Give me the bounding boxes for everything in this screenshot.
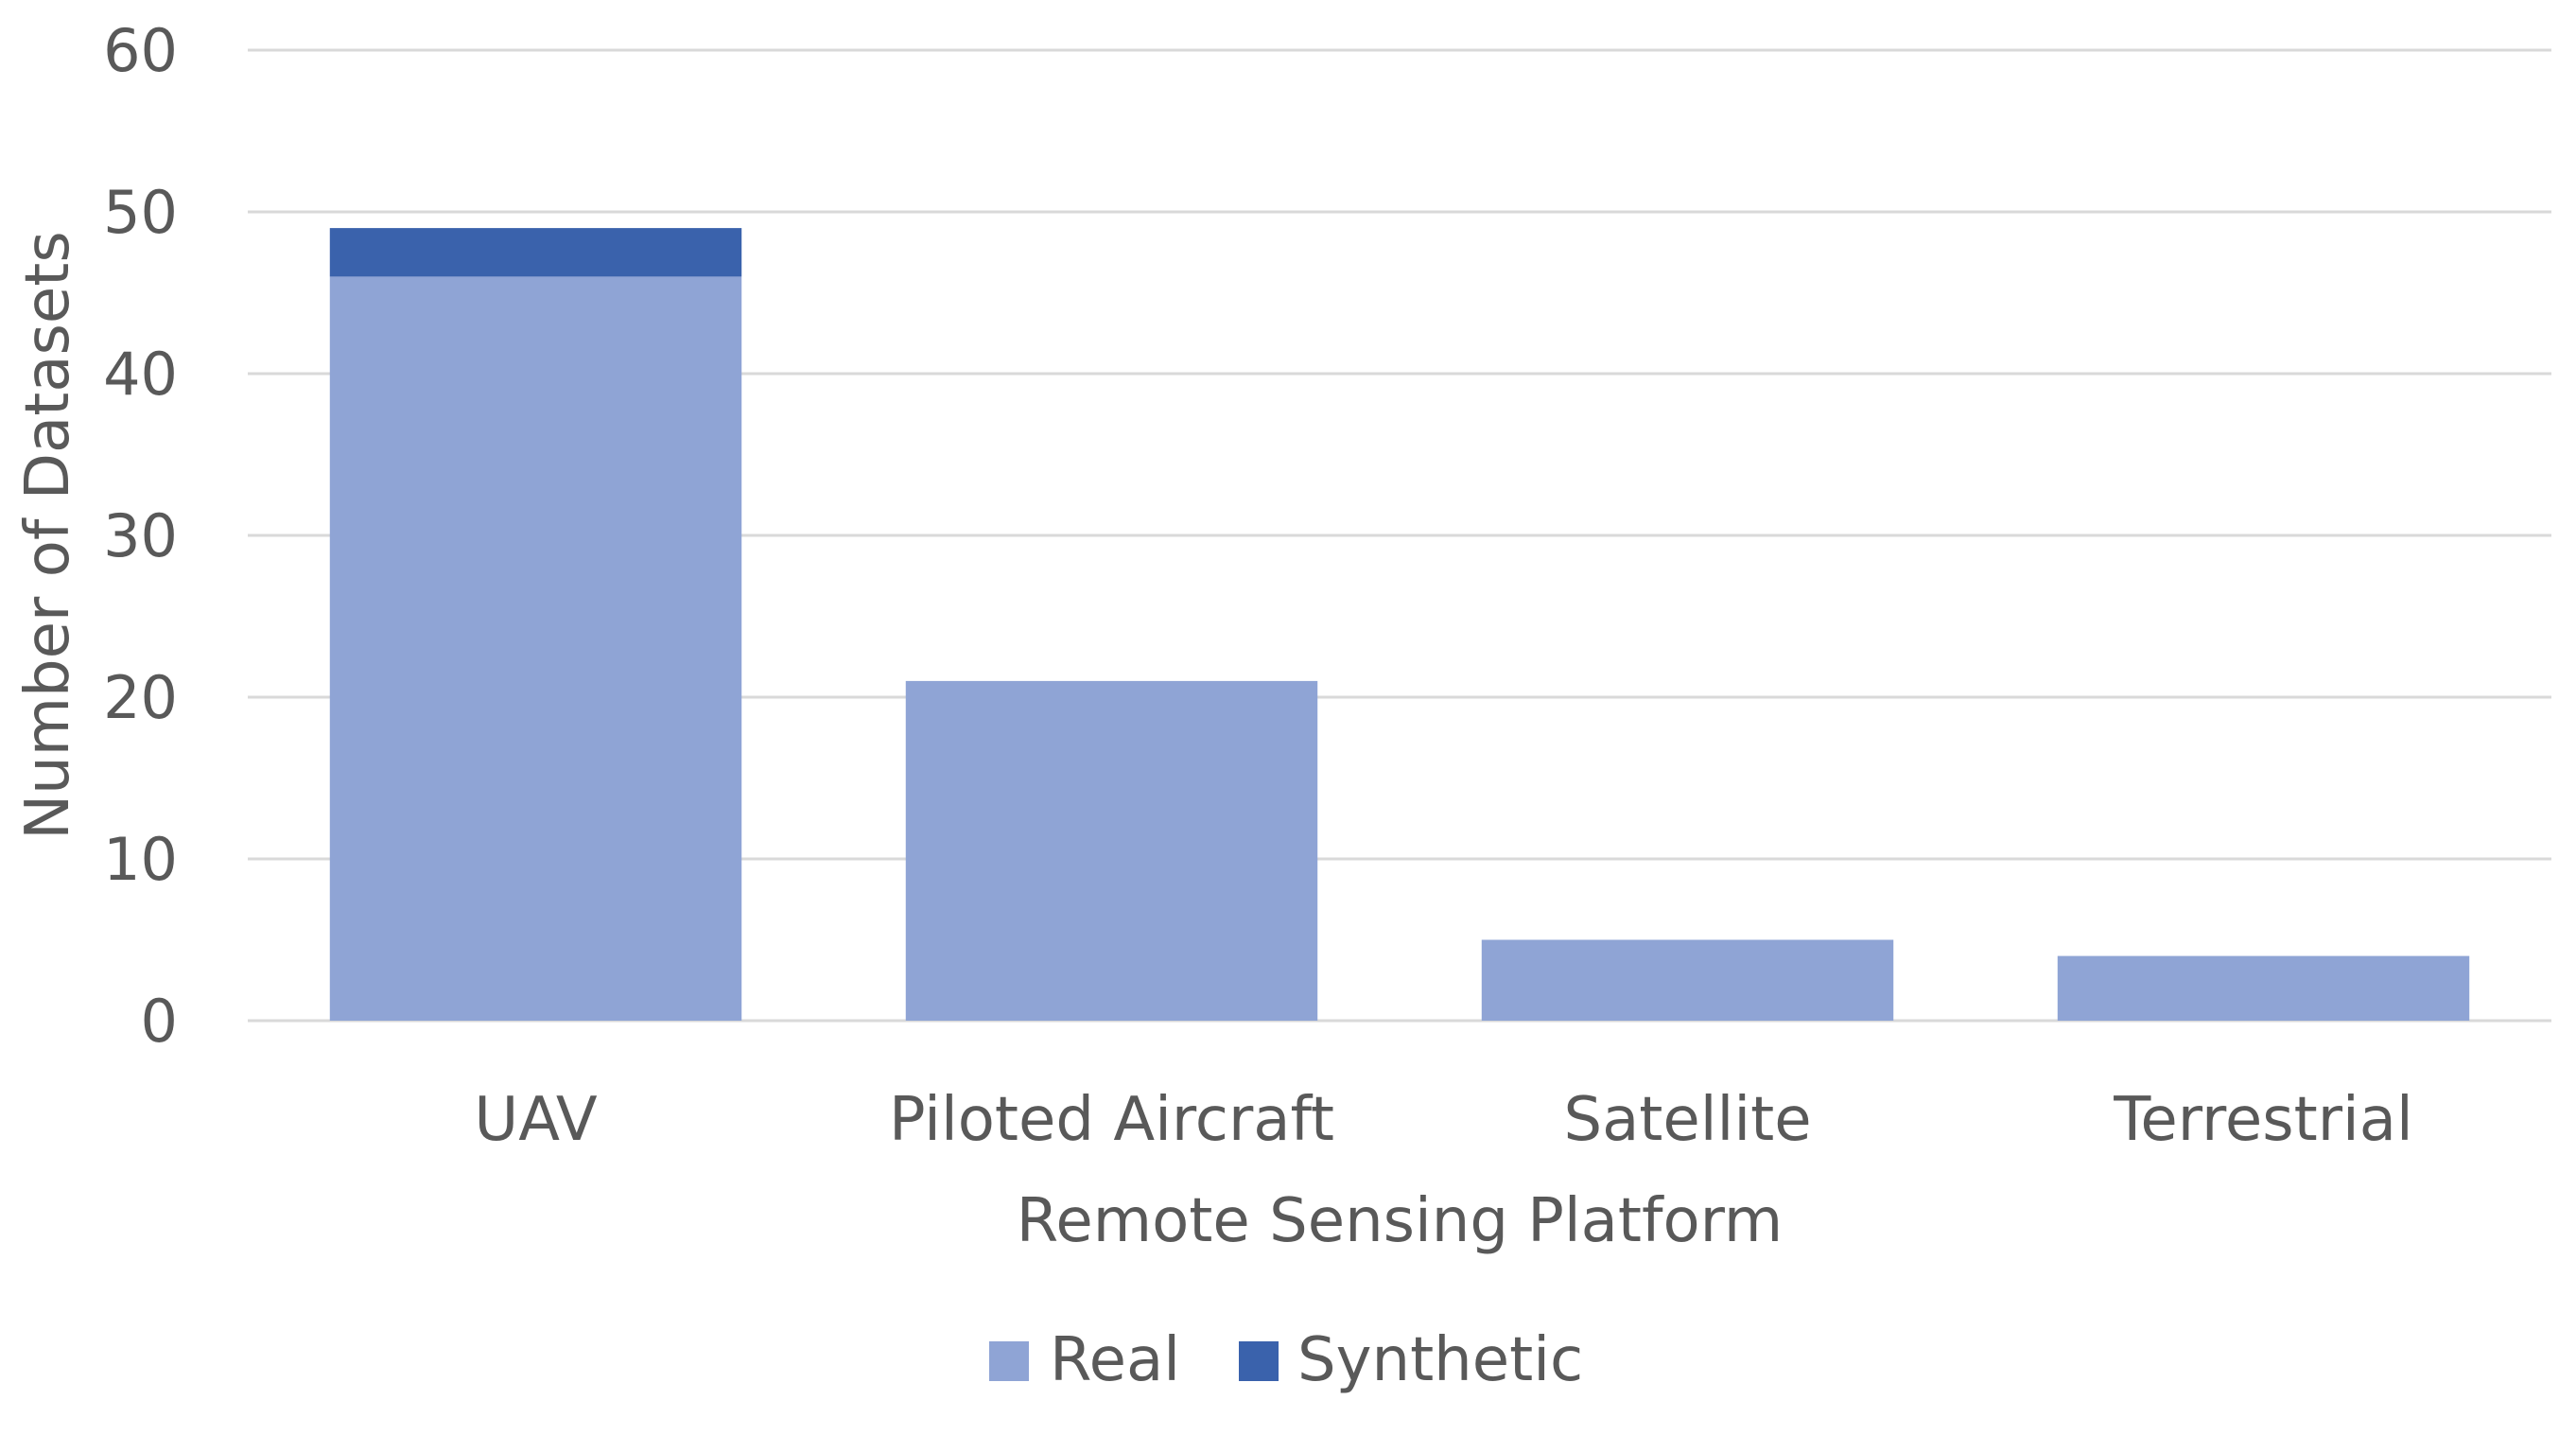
x-category-label-uav: UAV <box>474 1085 598 1155</box>
bars <box>329 228 2470 1021</box>
legend-label-real: Real <box>1050 1325 1180 1395</box>
bar-terrestrial-real <box>2057 955 2470 1021</box>
y-tick-label-0: 0 <box>141 987 178 1056</box>
bar-piloted-aircraft-real <box>905 680 1318 1021</box>
y-tick-label-20: 20 <box>103 663 178 732</box>
x-category-label-terrestrial: Terrestrial <box>2113 1085 2413 1155</box>
x-category-label-satellite: Satellite <box>1563 1085 1811 1155</box>
y-tick-label-30: 30 <box>103 501 178 570</box>
y-tick-label-50: 50 <box>103 178 178 247</box>
x-axis-categories: UAV Piloted Aircraft Satellite Terrestrial <box>474 1085 2412 1155</box>
legend: Real Synthetic <box>989 1325 1583 1395</box>
y-tick-label-60: 60 <box>103 16 178 85</box>
y-tick-label-40: 40 <box>103 340 178 409</box>
x-axis-title: Remote Sensing Platform <box>1017 1186 1783 1256</box>
y-axis-title: Number of Datasets <box>13 231 83 839</box>
bar-uav-real <box>329 276 742 1021</box>
legend-swatch-real <box>989 1341 1029 1381</box>
y-tick-label-10: 10 <box>103 825 178 894</box>
legend-label-synthetic: Synthetic <box>1297 1325 1583 1395</box>
x-category-label-piloted-aircraft: Piloted Aircraft <box>889 1085 1334 1155</box>
bar-uav-synthetic <box>329 228 742 277</box>
y-axis-ticks: 0 10 20 30 40 50 60 <box>103 16 178 1056</box>
bar-satellite-real <box>1481 939 1894 1021</box>
legend-swatch-synthetic <box>1239 1341 1279 1381</box>
